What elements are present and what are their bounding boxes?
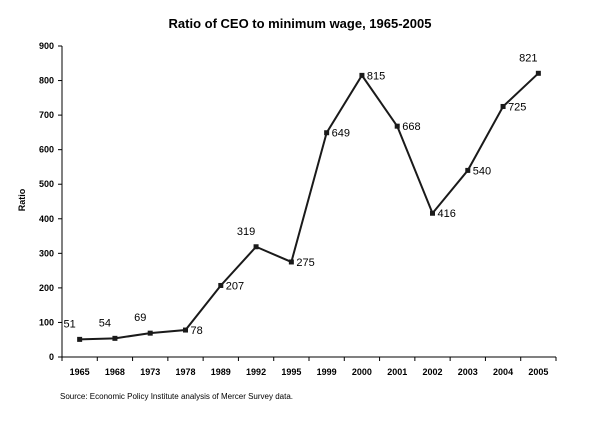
x-tick-label: 1973 [140, 367, 160, 377]
chart-title: Ratio of CEO to minimum wage, 1965-2005 [168, 16, 432, 31]
data-point [394, 123, 400, 129]
data-label: 649 [332, 128, 350, 140]
y-tick-label: 900 [39, 41, 54, 51]
data-label: 416 [438, 208, 456, 220]
x-tick-label: 2000 [352, 367, 372, 377]
data-point [77, 336, 83, 342]
x-tick-label: 2003 [458, 367, 478, 377]
y-axis-label: Ratio [17, 188, 27, 211]
x-tick-label: 2002 [422, 367, 442, 377]
series-line [79, 72, 540, 341]
data-point [112, 335, 118, 341]
y-tick-label: 800 [39, 76, 54, 86]
y-tick-label: 600 [39, 145, 54, 155]
source-note: Source: Economic Policy Institute analys… [60, 392, 293, 401]
data-point [183, 327, 188, 333]
y-tick-label: 500 [39, 179, 54, 189]
x-axis-ticks: 1965 1968 1973 1978 1989 1992 1995 1999 2000 2001… [61, 357, 557, 377]
x-tick-label: 1999 [317, 367, 337, 377]
data-labels: 51 54 69 78 207 319 275 649 815 668 416 540 725 821 [64, 52, 538, 337]
data-point [535, 70, 541, 76]
x-tick-label: 1965 [70, 367, 90, 377]
y-tick-label: 400 [39, 214, 54, 224]
y-tick-label: 300 [39, 248, 54, 258]
data-label: 668 [402, 121, 420, 133]
data-label: 275 [296, 257, 314, 269]
series-group [77, 70, 541, 342]
x-tick-label: 2005 [528, 367, 548, 377]
data-point [147, 330, 153, 336]
chart-axes [61, 46, 556, 358]
x-tick-label: 1968 [105, 367, 125, 377]
data-point [324, 130, 330, 136]
data-label: 51 [64, 318, 76, 330]
y-tick-label: 200 [39, 283, 54, 293]
data-label: 319 [237, 226, 255, 238]
data-point [465, 167, 471, 173]
y-tick-label: 100 [39, 317, 54, 327]
data-label: 69 [134, 312, 146, 324]
x-tick-label: 1978 [175, 367, 195, 377]
data-point [288, 259, 294, 265]
data-label: 540 [473, 165, 491, 177]
data-label: 207 [226, 280, 244, 292]
x-tick-label: 1995 [281, 367, 301, 377]
data-label: 54 [99, 317, 111, 329]
data-point [218, 282, 224, 288]
data-label: 78 [191, 325, 203, 337]
y-tick-label: 0 [49, 352, 54, 362]
data-point [500, 103, 506, 109]
data-point [253, 244, 259, 250]
y-axis-ticks: 0 100 200 300 400 500 600 700 800 900 [39, 41, 62, 362]
data-point [359, 72, 365, 78]
data-point [430, 210, 435, 216]
y-tick-label: 700 [39, 110, 54, 120]
x-tick-label: 2004 [493, 367, 513, 377]
data-label: 815 [367, 70, 385, 82]
x-tick-label: 1989 [211, 367, 231, 377]
data-label: 821 [519, 52, 537, 64]
x-tick-label: 2001 [387, 367, 407, 377]
x-tick-label: 1992 [246, 367, 266, 377]
data-label: 725 [508, 101, 526, 113]
